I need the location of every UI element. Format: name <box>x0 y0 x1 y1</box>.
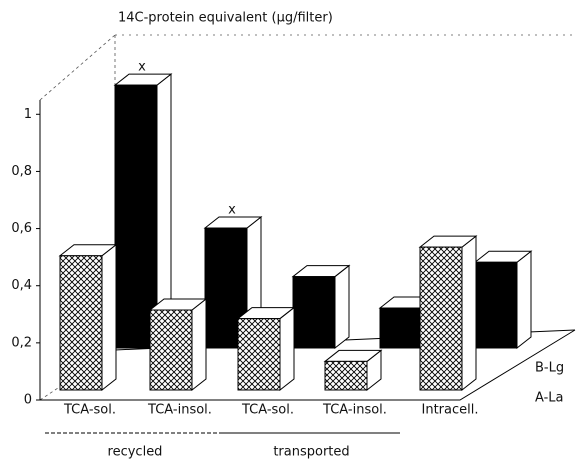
bar <box>148 297 208 392</box>
legend-label: B-Lg <box>535 361 564 376</box>
y-tick-label: 0,6 <box>11 221 32 236</box>
bar <box>236 306 296 392</box>
bar-face <box>114 84 158 349</box>
x-tick-label: Intracell. <box>422 403 479 418</box>
y-tick-label: 1 <box>24 107 32 122</box>
bar-face <box>149 309 193 391</box>
bar-face <box>279 306 295 392</box>
annotation: x <box>138 60 146 75</box>
bar-face <box>419 246 463 391</box>
y-tick-label: 0,8 <box>11 164 32 179</box>
bar <box>113 73 173 350</box>
bar-face <box>204 227 248 349</box>
floor <box>40 329 576 401</box>
bar-face <box>461 235 477 392</box>
bar-face <box>334 264 350 350</box>
bar-face <box>59 255 103 391</box>
y-tick-label: 0,2 <box>11 335 32 350</box>
x-tick-label: TCA-insol. <box>322 403 387 418</box>
bar <box>58 243 118 392</box>
y-tick-label: 0,4 <box>11 278 32 293</box>
bar-face <box>191 297 207 392</box>
bar-face <box>474 261 518 349</box>
x-tick-label: TCA-sol. <box>63 403 116 418</box>
bar <box>323 349 383 392</box>
bar-face <box>237 318 281 391</box>
y-tick-label: 0 <box>24 393 32 408</box>
bar <box>203 215 263 350</box>
bar-face <box>379 307 423 349</box>
x-tick-label: TCA-sol. <box>241 403 294 418</box>
x-tick-label: TCA-insol. <box>147 403 212 418</box>
group-label: recycled <box>108 445 163 460</box>
legend-label: A-La <box>535 391 564 406</box>
bar-face <box>324 360 368 391</box>
chart-title: 14C-protein equivalent (µg/filter) <box>118 11 333 26</box>
bar-face <box>516 250 532 350</box>
annotation: x <box>228 203 236 218</box>
group-label: transported <box>273 445 349 460</box>
bar-face <box>292 276 336 349</box>
bar-face <box>101 243 117 392</box>
bar <box>418 235 478 392</box>
bar <box>291 264 351 350</box>
bar <box>473 250 533 350</box>
